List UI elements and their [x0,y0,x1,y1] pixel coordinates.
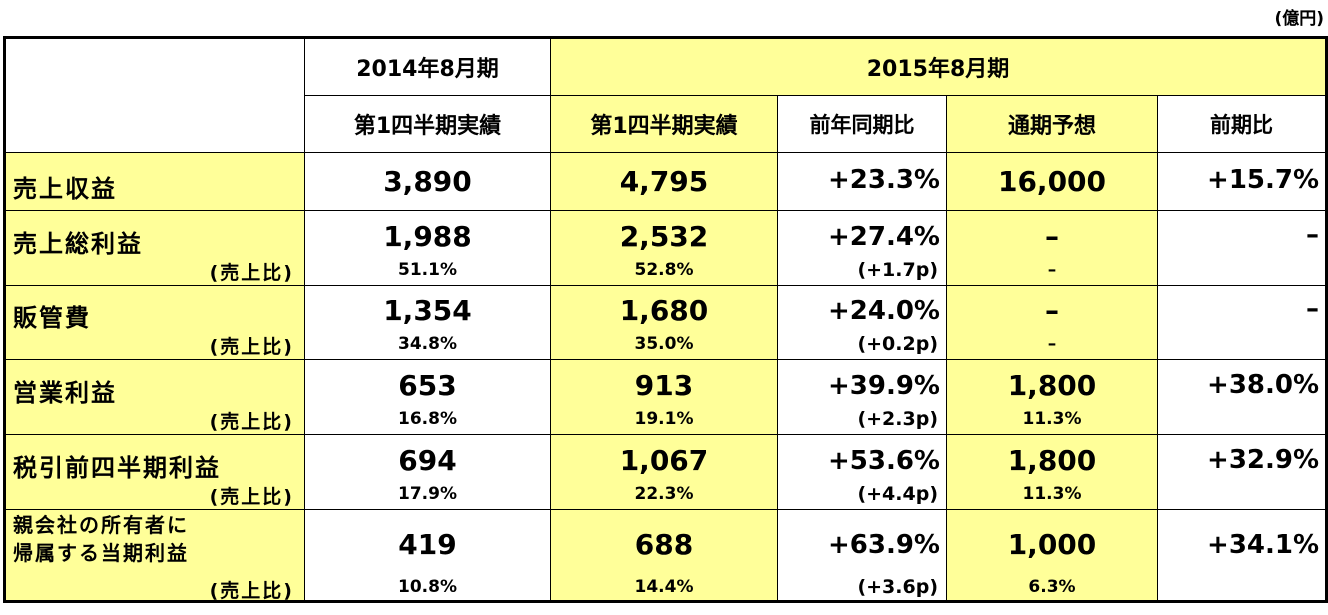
value-2015: 1,680 35.0% [550,285,778,360]
ratio-2015: 35.0% [634,334,694,354]
sales-ratio-label: (売上比) [209,580,294,602]
ratio-2014: 51.1% [398,260,457,280]
value-2015: 913 19.1% [550,359,778,435]
row-label-line2: 帰属する当期利益 [13,541,189,565]
forecast-value: 1,000 6.3% [946,509,1158,602]
table-row: 税引前四半期利益 (売上比) 694 17.9% 1,067 22.3% +53… [4,434,1328,510]
value-2014: 653 16.8% [304,359,551,435]
value-2014: 1,354 34.8% [304,285,551,360]
forecast-ratio: 11.3% [1022,484,1082,504]
table-row: 売上総利益 (売上比) 1,988 51.1% 2,532 52.8% +27.… [4,210,1328,286]
table-row: 親会社の所有者に 帰属する当期利益 (売上比) 419 10.8% 688 14… [4,509,1328,602]
forecast-value: – – [946,210,1158,286]
forecast-value: 1,800 11.3% [946,434,1158,510]
ratio-2014: 34.8% [398,334,457,354]
yoy-value: +63.9% (+3.6p) [777,509,947,602]
sales-ratio-label: (売上比) [209,411,294,433]
forecast-ratio: – [1047,334,1057,354]
vs-prev-value: – [1156,210,1328,286]
vs-prev-value: – [1156,285,1328,360]
header-vs-prev-year: 前期比 [1156,95,1328,153]
header-yoy: 前年同期比 [777,95,947,153]
yoy-point-change: (+0.2p) [857,333,938,355]
vs-prev-value: +38.0% [1156,359,1328,435]
ratio-2015: 19.1% [634,409,694,429]
forecast-ratio: 6.3% [1028,577,1076,597]
table-row: 営業利益 (売上比) 653 16.8% 913 19.1% +39.9% (+… [4,359,1328,435]
row-label: 販管費 (売上比) [4,285,305,360]
header-fy2014: 2014年8月期 [304,37,551,96]
vs-prev-value: +32.9% [1156,434,1328,510]
row-label: 売上総利益 (売上比) [4,210,305,286]
forecast-value: – – [946,285,1158,360]
header-full-year-forecast: 通期予想 [946,95,1158,153]
row-label: 売上収益 [4,152,305,211]
value-2015: 1,067 22.3% [550,434,778,510]
unit-label: (億円) [1274,9,1324,29]
value-2015: 688 14.4% [550,509,778,602]
yoy-value: +53.6% (+4.4p) [777,434,947,510]
forecast-value: 1,800 11.3% [946,359,1158,435]
sales-ratio-label: (売上比) [209,486,294,508]
yoy-point-change: (+4.4p) [857,483,938,505]
header-q1-actual-2014: 第1四半期実績 [304,95,551,153]
financial-table: 2014年8月期 2015年8月期 第1四半期実績 第1四半期実績 前年同期比 … [3,36,1328,603]
header-corner [4,37,305,153]
yoy-value: +39.9% (+2.3p) [777,359,947,435]
yoy-point-change: (+1.7p) [857,259,938,281]
row-label: 営業利益 (売上比) [4,359,305,435]
ratio-2014: 16.8% [398,409,457,429]
sales-ratio-label: (売上比) [209,336,294,358]
header-q1-actual-2015: 第1四半期実績 [550,95,778,153]
value-2014: 3,890 [304,152,551,211]
ratio-2015: 52.8% [634,260,694,280]
value-2015: 2,532 52.8% [550,210,778,286]
vs-prev-value: +15.7% [1156,152,1328,211]
value-2014: 1,988 51.1% [304,210,551,286]
ratio-2014: 10.8% [398,577,457,597]
forecast-value: 16,000 [946,152,1158,211]
value-2014: 419 10.8% [304,509,551,602]
yoy-value: +27.4% (+1.7p) [777,210,947,286]
yoy-value: +24.0% (+0.2p) [777,285,947,360]
vs-prev-value: +34.1% [1156,509,1328,602]
ratio-2015: 22.3% [634,484,694,504]
table-row: 販管費 (売上比) 1,354 34.8% 1,680 35.0% +24.0%… [4,285,1328,360]
ratio-2015: 14.4% [634,577,694,597]
table-row: 売上収益 3,890 4,795 +23.3% 16,000 +15.7% [4,152,1328,211]
ratio-2014: 17.9% [398,484,457,504]
row-label: 税引前四半期利益 (売上比) [4,434,305,510]
sales-ratio-label: (売上比) [209,262,294,284]
yoy-value: +23.3% [777,152,947,211]
header-fy2015: 2015年8月期 [549,37,1328,96]
yoy-point-change: (+3.6p) [857,576,938,598]
forecast-ratio: – [1047,260,1057,280]
yoy-point-change: (+2.3p) [857,408,938,430]
forecast-ratio: 11.3% [1022,409,1082,429]
value-2015: 4,795 [550,152,778,211]
row-label: 親会社の所有者に 帰属する当期利益 (売上比) [4,509,305,602]
value-2014: 694 17.9% [304,434,551,510]
